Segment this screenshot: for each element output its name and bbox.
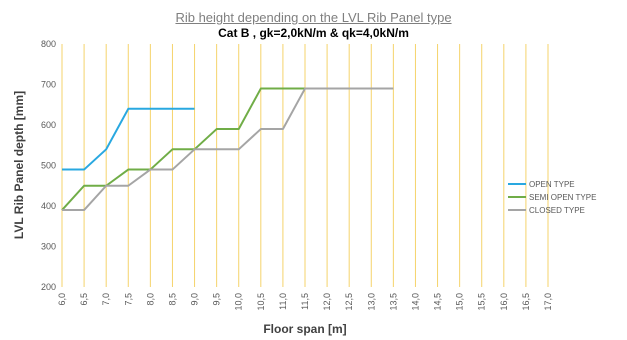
legend: OPEN TYPE SEMI OPEN TYPE CLOSED TYPE bbox=[508, 180, 596, 215]
y-tick-label: 700 bbox=[41, 80, 56, 90]
x-tick-label: 13,0 bbox=[366, 293, 376, 311]
x-tick-label: 8,5 bbox=[167, 293, 177, 306]
x-tick-label: 14,0 bbox=[410, 293, 420, 311]
x-tick-label: 9,5 bbox=[212, 293, 222, 306]
x-tick-label: 12,0 bbox=[322, 293, 332, 311]
x-tick-label: 8,0 bbox=[145, 293, 155, 306]
y-tick-label: 500 bbox=[41, 161, 56, 171]
x-tick-label: 16,0 bbox=[499, 293, 509, 311]
y-tick-labels: 200 300 400 500 600 700 800 bbox=[41, 39, 56, 292]
x-tick-label: 15,5 bbox=[477, 293, 487, 311]
x-tick-labels: 6,0 6,5 7,0 7,5 8,0 8,5 9,0 9,5 10,0 10,5 11,0 11,5… bbox=[57, 293, 553, 311]
legend-label: OPEN TYPE bbox=[529, 180, 575, 189]
grid-lines bbox=[61, 44, 549, 287]
x-tick-label: 10,5 bbox=[256, 293, 266, 311]
y-tick-label: 300 bbox=[41, 242, 56, 252]
x-tick-label: 6,5 bbox=[79, 293, 89, 306]
x-tick-label: 10,0 bbox=[234, 293, 244, 311]
chart-subtitle: Cat B , gk=2,0kN/m & qk=4,0kN/m bbox=[218, 26, 409, 40]
series-lines bbox=[61, 87, 394, 212]
x-tick-label: 12,5 bbox=[344, 293, 354, 311]
x-axis-label: Floor span [m] bbox=[263, 322, 346, 336]
x-tick-label: 13,5 bbox=[388, 293, 398, 311]
y-tick-label: 200 bbox=[41, 282, 56, 292]
x-tick-label: 15,0 bbox=[455, 293, 465, 311]
legend-label: CLOSED TYPE bbox=[529, 206, 585, 215]
x-tick-label: 9,0 bbox=[190, 293, 200, 306]
series-line-open-type bbox=[62, 107, 195, 171]
x-tick-label: 14,5 bbox=[433, 293, 443, 311]
x-tick-label: 11,5 bbox=[300, 293, 310, 310]
x-tick-label: 17,0 bbox=[543, 293, 553, 311]
x-tick-label: 11,0 bbox=[278, 293, 288, 310]
x-tick-label: 6,0 bbox=[57, 293, 67, 306]
x-tick-label: 7,5 bbox=[123, 293, 133, 306]
y-tick-label: 800 bbox=[41, 39, 56, 49]
y-axis-label: LVL Rib Panel depth [mm] bbox=[12, 91, 26, 239]
x-tick-label: 7,0 bbox=[101, 293, 111, 306]
x-tick-label: 16,5 bbox=[521, 293, 531, 311]
chart-title: Rib height depending on the LVL Rib Pane… bbox=[175, 10, 452, 25]
y-tick-label: 600 bbox=[41, 120, 56, 130]
series-line-closed-type bbox=[62, 87, 394, 212]
legend-label: SEMI OPEN TYPE bbox=[529, 193, 596, 202]
y-tick-label: 400 bbox=[41, 201, 56, 211]
series-line-semi-open-type bbox=[61, 87, 305, 211]
